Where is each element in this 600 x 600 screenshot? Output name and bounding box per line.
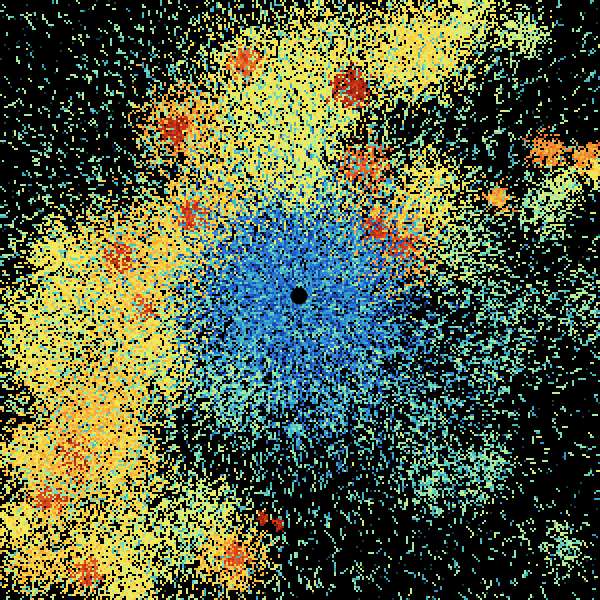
screenshot-root (0, 0, 600, 600)
sky-survey-map-canvas (0, 0, 600, 600)
